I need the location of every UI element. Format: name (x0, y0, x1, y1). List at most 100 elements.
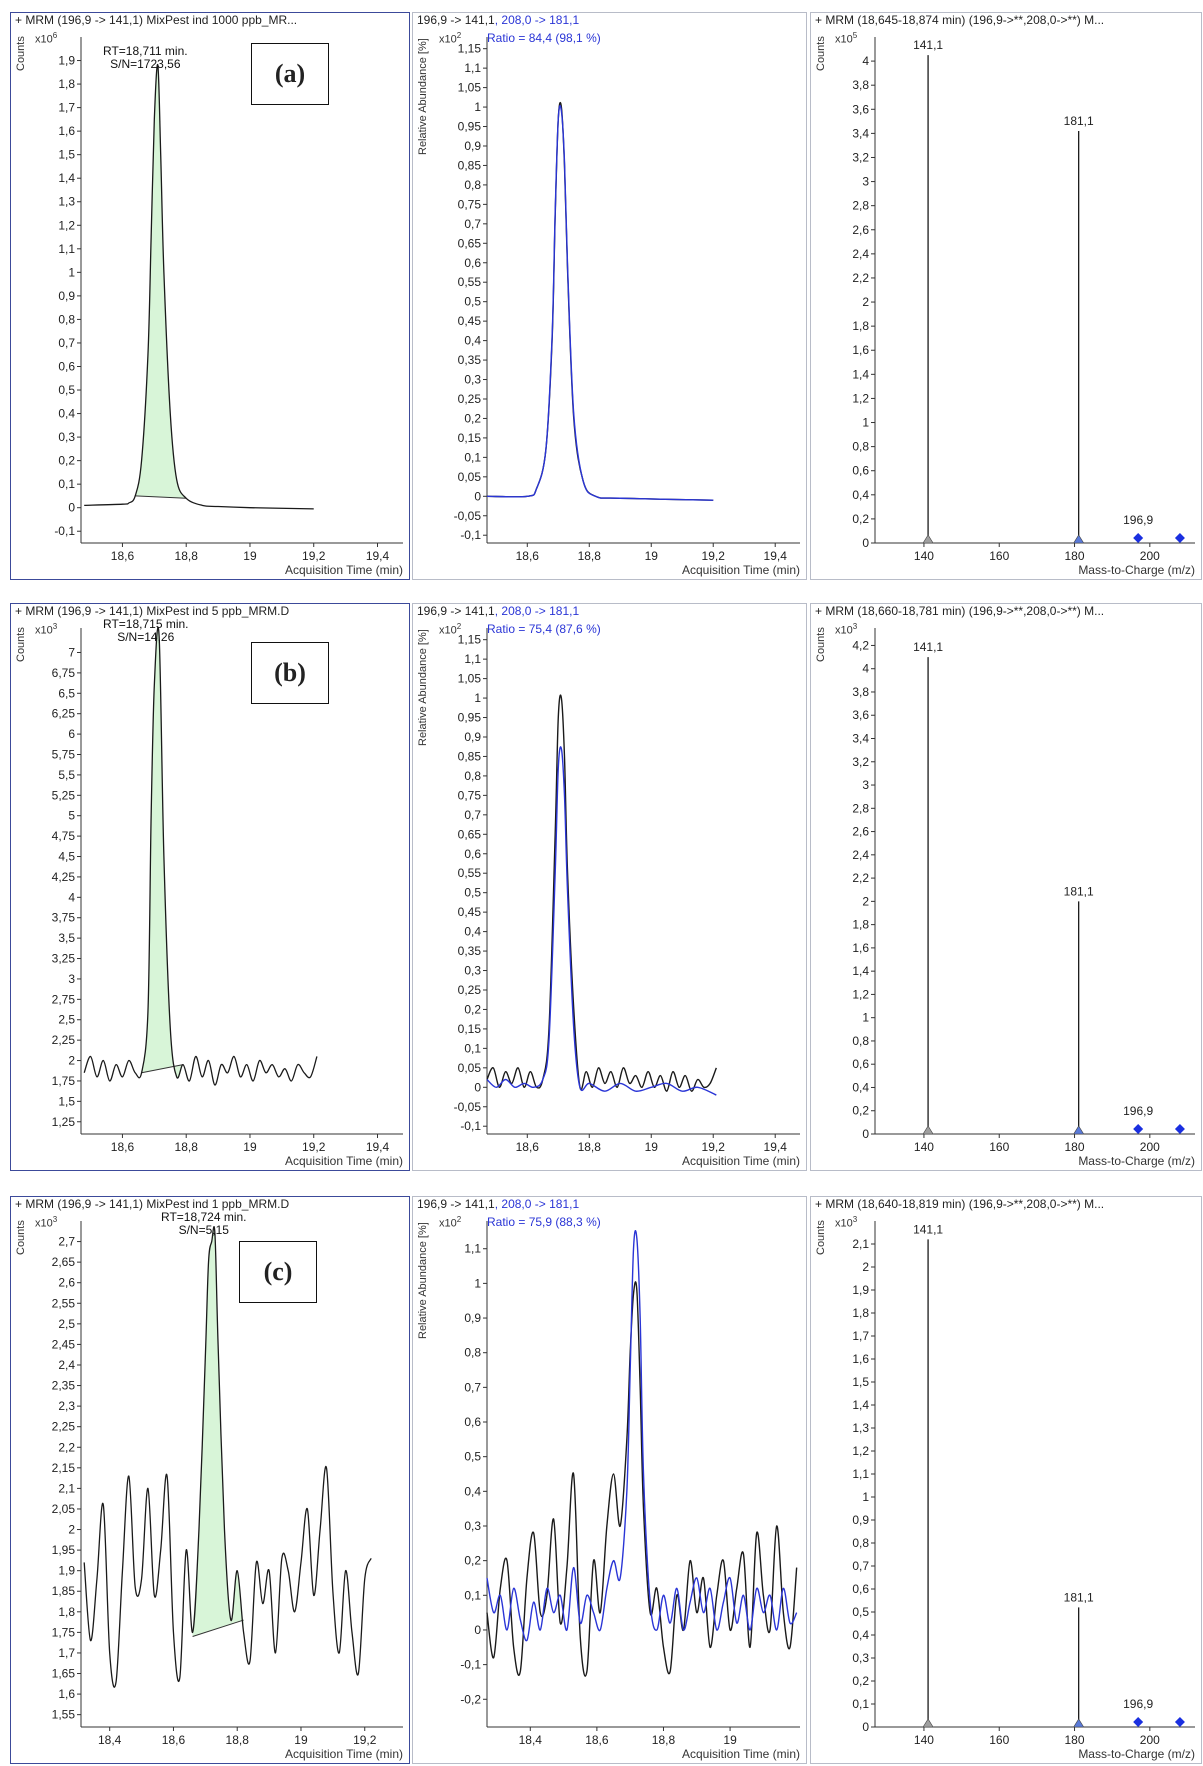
row-b-spec-y-tick-label: 1,6 (852, 941, 869, 955)
row-a-spec-peak-label: 141,1 (913, 38, 943, 52)
row-c-quant-y-tick-label: 2,4 (58, 1358, 75, 1372)
row-c-quant-baseline (192, 1619, 244, 1637)
row-b-qual-y-tick-label: 0,7 (464, 808, 481, 822)
row-a-spec-y-tick-label: 3,2 (852, 150, 869, 164)
row-c-quant-panel: 1,55 1,6 1,65 1,7 1,75 1,8 1,85 1,9 1,95 2 2,05 2,1… (10, 1196, 410, 1764)
row-c-spec-peak-marker (1073, 1718, 1085, 1728)
row-a-quant-y-tick-label: 1,1 (58, 242, 75, 256)
row-c-quant-y-tick-label: 1,95 (52, 1543, 76, 1557)
row-b-spec-y-tick-label: 0,6 (852, 1057, 869, 1071)
row-a-qual-x-tick-label: 18,8 (578, 549, 602, 563)
row-b-qual-y-tick-label: 0,75 (458, 788, 482, 802)
row-b-qual-scale: x102 (439, 622, 461, 637)
row-c-spec-chart: 0 0,1 0,2 0,3 0,4 0,5 0,6 0,7 0,8 0,9 1 1,1 1,2 1,3 1,… (852, 1221, 1195, 1747)
row-b-quant-y-tick-label: 6,25 (52, 707, 76, 721)
row-b-spec-precursor-marker (1174, 1124, 1185, 1134)
row-b-qual-y-tick-label: 0,4 (464, 925, 481, 939)
qual-title-quant: 196,9 -> 141,1 (417, 1197, 495, 1211)
row-b-qual-y-tick-label: 0,3 (464, 964, 481, 978)
row-c-qual-y-tick-label: 0,8 (464, 1346, 481, 1360)
row-a-quant-y-tick-label: 0,2 (58, 454, 75, 468)
row-b-quant-y-tick-label: 3,25 (52, 952, 76, 966)
row-a-spec-y-tick-label: 3,4 (852, 126, 869, 140)
row-b-spec-y-tick-label: 1,2 (852, 987, 869, 1001)
row-c-qual-xlabel: Acquisition Time (min) (681, 1747, 800, 1761)
row-b-qual-y-tick-label: 0,55 (458, 866, 482, 880)
row-c-spec-peak-label: 141,1 (913, 1222, 943, 1236)
row-c-qual-y-tick-label: 0,7 (464, 1380, 481, 1394)
row-c-quant-x-tick-label: 18,8 (226, 1733, 250, 1747)
row-c-quant-x-tick-label: 18,4 (98, 1733, 122, 1747)
row-b-spec-y-tick-label: 2,4 (852, 848, 869, 862)
row-a-spec-y-tick-label: 2,2 (852, 271, 869, 285)
row-a-spec-title: + MRM (18,645-18,874 min) (196,9->**,208… (815, 13, 1105, 27)
row-c-spec-y-tick-label: 1 (862, 1490, 869, 1504)
row-b-qual-ylabel: Relative Abundance [%] (417, 629, 429, 746)
row-c-quant-y-tick-label: 1,85 (52, 1584, 76, 1598)
row-a-quant-y-tick-label: 0,4 (58, 407, 75, 421)
row-b-qual-y-tick-label: 0,65 (458, 827, 482, 841)
scale-base: x10 (835, 624, 853, 637)
row-a-quant-y-tick-label: 1,5 (58, 148, 75, 162)
row-c-qual-y-tick-label: 0,2 (464, 1554, 481, 1568)
row-a-qual-scale: x102 (439, 31, 461, 46)
row-a-qual-y-tick-label: 0,15 (458, 431, 482, 445)
row-c-qual-x-tick-label: 18,6 (585, 1733, 609, 1747)
row-a-qual-title: 196,9 -> 141,1, 208,0 -> 181,1 (417, 13, 579, 27)
row-c-qual-trace-qualifier (486, 1230, 798, 1642)
row-b-spec-x-tick-label: 200 (1140, 1140, 1160, 1154)
row-a-qual-y-tick-label: 0,75 (458, 197, 482, 211)
row-b-spec-precursor-marker (1133, 1124, 1144, 1134)
annotation-line: RT=18,715 min. (103, 617, 189, 631)
row-a-quant-chart: -0,1 0 0,1 0,2 0,3 0,4 0,5 0,6 0,7 0,8 0,9 1 1,1 1,2 1… (54, 37, 403, 563)
row-b-spec-y-tick-label: 1,4 (852, 964, 869, 978)
row-a-spec-precursor-label: 196,9 (1123, 513, 1153, 527)
row-b-quant-x-tick-label: 18,8 (175, 1140, 199, 1154)
row-a-quant-scale: x106 (35, 31, 57, 46)
row-a-quant-y-tick-label: 0,3 (58, 430, 75, 444)
row-b-quant-chart: 1,25 1,5 1,75 2 2,25 2,5 2,75 3 3,25 3,5 3,75 4 4,25… (52, 626, 403, 1154)
row-c-qual-y-tick-label: 0,5 (464, 1450, 481, 1464)
row-a-quant-y-tick-label: 1,7 (58, 101, 75, 115)
row-b-quant-y-tick-label: 4 (68, 890, 75, 904)
qual-title-qualifier: , 208,0 -> 181,1 (494, 13, 580, 27)
row-c-qual-scale: x102 (439, 1215, 461, 1230)
row-a-qual-x-tick-label: 19,4 (764, 549, 788, 563)
row-c-quant-x-tick-label: 19,2 (353, 1733, 377, 1747)
row-a-spec-y-tick-label: 2,8 (852, 199, 869, 213)
row-c-qual-y-tick-label: 0,3 (464, 1519, 481, 1533)
row-a-quant-y-tick-label: 0,1 (58, 477, 75, 491)
qual-title-qualifier: , 208,0 -> 181,1 (494, 1197, 580, 1211)
row-c-qual-x-tick-label: 18,4 (519, 1733, 543, 1747)
row-a-spec-y-tick-label: 1,6 (852, 343, 869, 357)
row-a-qual-xlabel: Acquisition Time (min) (681, 563, 800, 577)
scale-base: x10 (35, 33, 53, 46)
row-c-quant-y-tick-label: 2,65 (52, 1255, 76, 1269)
row-c-quant-y-tick-label: 2,6 (58, 1276, 75, 1290)
row-a-spec-y-tick-label: 0 (862, 536, 869, 550)
row-b-spec-y-tick-label: 0,8 (852, 1034, 869, 1048)
row-b-qual-y-tick-label: 0,95 (458, 711, 482, 725)
row-c-spec-y-tick-label: 1,2 (852, 1444, 869, 1458)
row-c-qual-panel: -0,2 -0,1 0 0,1 0,2 0,3 0,4 0,5 0,6 0,7 0,8 0,9 1 1,1… (412, 1196, 807, 1764)
row-c-spec-y-tick-label: 0,2 (852, 1674, 869, 1688)
row-a-qual-y-tick-label: 1 (474, 100, 481, 114)
row-c-quant-y-tick-label: 2,3 (58, 1399, 75, 1413)
row-a-qual-y-tick-label: 1,15 (458, 42, 482, 56)
row-a-spec-y-tick-label: 3,8 (852, 78, 869, 92)
scale-exp: 3 (52, 1215, 58, 1224)
row-c-quant-xlabel: Acquisition Time (min) (284, 1747, 403, 1761)
row-a-quant-trace (84, 63, 314, 510)
row-a-spec-y-tick-label: 2,4 (852, 247, 869, 261)
row-a-spec-x-tick-label: 160 (989, 549, 1009, 563)
row-b-qual-y-tick-label: 0,85 (458, 749, 482, 763)
row-c-spec-y-tick-label: 0,5 (852, 1605, 869, 1619)
row-b-panel-label: (b) (251, 642, 329, 704)
row-b-spec-y-tick-label: 3 (862, 778, 869, 792)
row-a-spec-x-tick-label: 200 (1140, 549, 1160, 563)
row-c-spec-title: + MRM (18,640-18,819 min) (196,9->**,208… (815, 1197, 1105, 1211)
row-b-qual-y-tick-label: -0,1 (460, 1119, 481, 1133)
scale-exp: 3 (852, 622, 858, 631)
row-c-quant-y-tick-label: 2,45 (52, 1337, 76, 1351)
row-a-qual-x-tick-label: 19 (645, 549, 659, 563)
